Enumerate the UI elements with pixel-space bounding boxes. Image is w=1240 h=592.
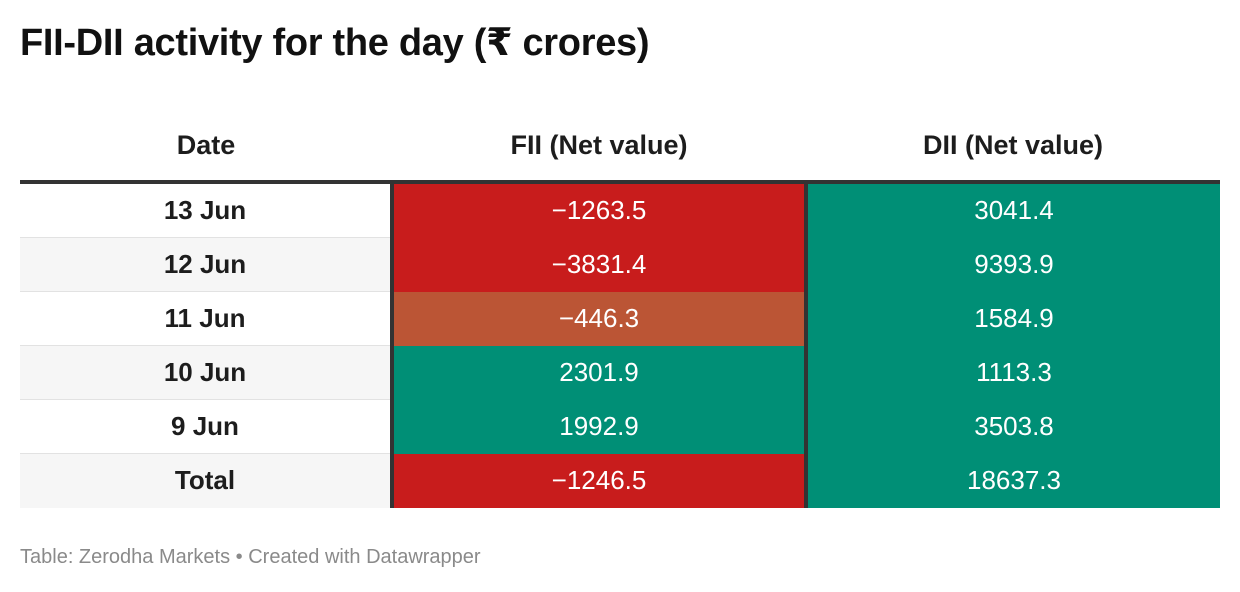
source-footer: Table: Zerodha Markets • Created with Da… (20, 546, 481, 569)
date-cell: Total (20, 453, 392, 508)
table-header-row: Date FII (Net value) DII (Net value) (20, 110, 1220, 184)
fii-net-value-cell: 2301.9 (390, 345, 808, 400)
date-cell: 9 Jun (20, 399, 392, 454)
dii-net-value-cell: 1584.9 (806, 291, 1220, 346)
dii-net-value-cell: 3503.8 (806, 399, 1220, 454)
table-row-total: Total −1246.5 18637.3 (20, 453, 1220, 508)
column-header-fii: FII (Net value) (392, 110, 806, 184)
credit-label: Created with Datawrapper (248, 546, 481, 568)
date-cell: 13 Jun (20, 182, 392, 238)
chart-title: FII-DII activity for the day (₹ crores) (20, 22, 650, 64)
date-cell: 10 Jun (20, 345, 392, 400)
fii-net-value-cell: −446.3 (390, 291, 808, 346)
column-header-date: Date (20, 110, 392, 184)
table-row: 9 Jun 1992.9 3503.8 (20, 399, 1220, 454)
table-row: 10 Jun 2301.9 1113.3 (20, 345, 1220, 400)
column-header-dii: DII (Net value) (806, 110, 1220, 184)
fii-dii-table: Date FII (Net value) DII (Net value) 13 … (20, 110, 1220, 508)
date-cell: 12 Jun (20, 237, 392, 292)
fii-net-value-cell: −1263.5 (390, 182, 808, 238)
fii-net-value-cell: 1992.9 (390, 399, 808, 454)
source-label: Table: Zerodha Markets (20, 546, 231, 568)
table-body: 13 Jun −1263.5 3041.4 12 Jun −3831.4 9393.9 11… (20, 182, 1220, 508)
table-row: 12 Jun −3831.4 9393.9 (20, 237, 1220, 292)
dii-net-value-cell: 1113.3 (806, 345, 1220, 400)
fii-net-value-cell: −3831.4 (390, 237, 808, 292)
fii-net-value-cell: −1246.5 (390, 453, 808, 508)
table-row: 11 Jun −446.3 1584.9 (20, 291, 1220, 346)
dii-net-value-cell: 18637.3 (806, 453, 1220, 508)
date-cell: 11 Jun (20, 291, 392, 346)
footer-separator: • (230, 546, 249, 568)
dii-net-value-cell: 3041.4 (806, 182, 1220, 238)
table-row: 13 Jun −1263.5 3041.4 (20, 182, 1220, 238)
dii-net-value-cell: 9393.9 (806, 237, 1220, 292)
